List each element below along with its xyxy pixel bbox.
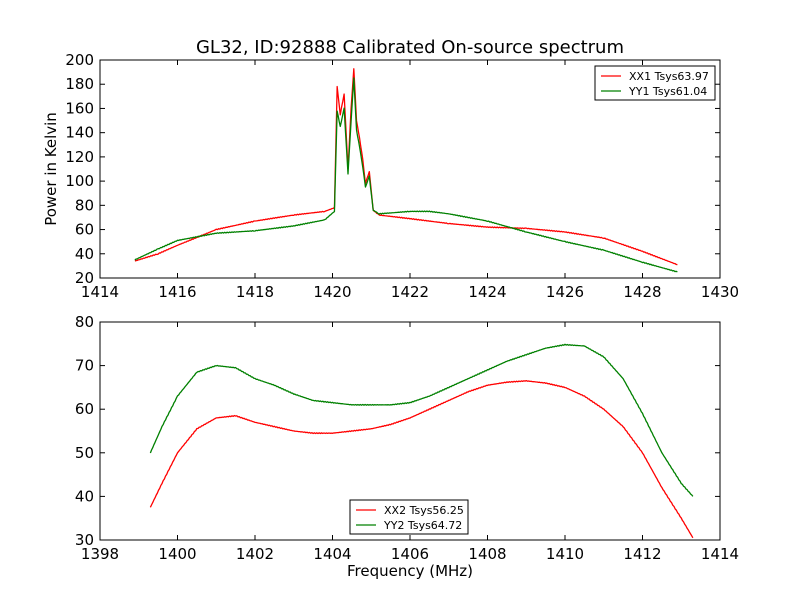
y-tick-label: 20 [75,269,94,287]
y-tick-label: 200 [65,51,94,69]
series-line-1 [149,379,694,539]
legend-label: XX1 Tsys63.97 [629,70,709,83]
x-tick-label: 1430 [701,283,739,301]
bottom-spectrum-plot: 1398 1400 1402 1404 1406 1408 1410 1412 1414 30 40… [75,313,739,580]
figure-title: GL32, ID:92888 Calibrated On-source spec… [196,37,624,58]
x-axis-label: Frequency (MHz) [347,562,473,580]
x-tick-label: 1428 [623,283,661,301]
x-tick-label: 1414 [81,283,119,301]
y-tick-label: 120 [65,148,94,166]
legend: XX1 Tsys63.97 YY1 Tsys61.04 [594,65,716,101]
y-tick-label: 60 [75,400,94,418]
x-tick-label: 1416 [158,283,196,301]
x-tick-label: 1406 [391,545,429,563]
y-tick-label: 180 [65,75,94,93]
y-tick-label: 40 [75,487,94,505]
y-tick-label: 140 [65,124,94,142]
x-tick-label: 1420 [313,283,351,301]
legend-box [594,65,716,101]
y-tick-label: 40 [75,245,94,263]
y-tick-label: 80 [75,313,94,331]
x-tick-label: 1412 [623,545,661,563]
y-tick-label: 60 [75,221,94,239]
x-tick-label: 1424 [468,283,506,301]
y-tick-label: 50 [75,444,94,462]
series-line-2 [149,343,694,497]
legend-label: XX2 Tsys56.25 [384,504,464,517]
top-spectrum-plot: 1414 1416 1418 1420 1422 1424 1426 1428 1430 20 40… [42,51,739,301]
legend: XX2 Tsys56.25 YY2 Tsys64.72 [349,499,469,535]
x-tick-label: 1418 [236,283,274,301]
y-axis-label: Power in Kelvin [42,112,60,226]
x-tick-label: 1408 [468,545,506,563]
y-tick-label: 100 [65,172,94,190]
y-tick-label: 30 [75,531,94,549]
x-tick-label: 1422 [391,283,429,301]
x-tick-label: 1400 [158,545,196,563]
y-tick-label: 80 [75,196,94,214]
y-tick-label: 70 [75,357,94,375]
y-tick-label: 160 [65,99,94,117]
x-tick-label: 1404 [313,545,351,563]
x-tick-label: 1398 [81,545,119,563]
legend-label: YY1 Tsys61.04 [628,85,707,98]
series-line-2 [134,77,678,273]
legend-label: YY2 Tsys64.72 [383,519,462,532]
x-tick-label: 1414 [701,545,739,563]
series-line-1 [134,68,678,266]
x-tick-label: 1426 [546,283,584,301]
legend-box [349,499,469,535]
x-tick-label: 1410 [546,545,584,563]
x-tick-label: 1402 [236,545,274,563]
